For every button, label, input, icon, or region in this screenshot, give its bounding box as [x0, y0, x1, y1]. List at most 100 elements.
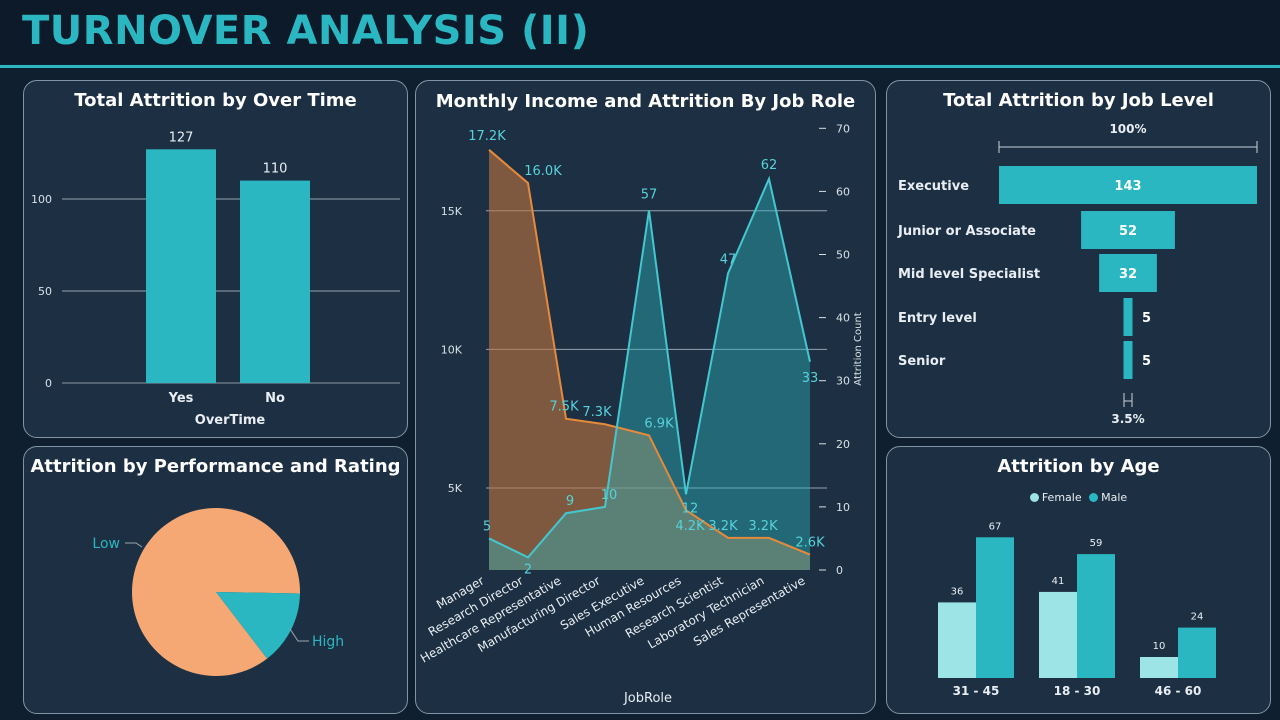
y-right-tick-label: 10	[836, 501, 850, 514]
income-data-label: 7.3K	[582, 405, 612, 420]
x-tick-label: No	[265, 391, 285, 406]
joblevel-panel: Total Attrition by Job Level 100% Executi…	[886, 80, 1271, 438]
bar-female	[938, 602, 976, 678]
funnel-value-label: 5	[1142, 311, 1151, 326]
income-data-label: 16.0K	[524, 164, 562, 179]
funnel-category-label: Mid level Specialist	[898, 267, 1040, 282]
attrition-data-label: 10	[601, 488, 618, 503]
pie-label-high: High	[312, 634, 344, 650]
income-data-label: 7.5K	[549, 400, 579, 415]
bar-value-label: 67	[989, 521, 1002, 532]
y-tick-label: 50	[38, 285, 52, 298]
page-title: TURNOVER ANALYSIS (II)	[22, 8, 590, 54]
performance-panel: Attrition by Performance and Rating Low H…	[23, 446, 408, 714]
funnel-value-label: 32	[1119, 267, 1137, 282]
overtime-panel: Total Attrition by Over Time 0 50 100 127 Ye…	[23, 80, 408, 438]
bar-yes	[146, 149, 216, 383]
bar-value-label: 10	[1153, 641, 1166, 652]
funnel-category-label: Entry level	[898, 311, 977, 326]
funnel-value-label: 52	[1119, 224, 1137, 239]
y-right-axis-title: Attrition Count	[853, 312, 864, 386]
y-right-tick-label: 40	[836, 312, 850, 325]
y-left-tick-label: 5K	[448, 482, 463, 495]
bar-value-label: 59	[1090, 538, 1103, 549]
funnel-bottom-percent: 3.5%	[1111, 412, 1144, 426]
x-tick-label: 18 - 30	[1054, 684, 1101, 698]
x-axis-title: JobRole	[623, 691, 672, 706]
income-area	[489, 149, 810, 570]
bar-female	[1140, 657, 1178, 678]
funnel-bar	[1099, 254, 1157, 292]
performance-pie-chart: Low High	[92, 508, 344, 676]
attrition-line	[488, 175, 811, 559]
income-data-label: 3.2K	[748, 519, 778, 534]
income-data-label: 2.6K	[795, 536, 825, 551]
joblevel-funnel-chart: 100% Executive 143 Junior or Associate 52 Mid…	[897, 122, 1258, 426]
attrition-data-label: 2	[524, 562, 532, 577]
attrition-area	[489, 178, 810, 570]
overtime-chart: 0 50 100 127 Yes 110 No OverTime	[31, 130, 400, 428]
income-data-label: 3.2K	[708, 519, 738, 534]
attrition-data-label: 57	[641, 187, 658, 202]
attrition-data-label: 33	[802, 371, 819, 386]
overtime-title: Total Attrition by Over Time	[74, 90, 357, 111]
funnel-value-label: 5	[1142, 354, 1151, 369]
bar-no	[240, 180, 310, 383]
bar-value-label: 36	[951, 586, 964, 597]
title-rule	[0, 65, 1280, 68]
bar-male	[1178, 627, 1216, 678]
funnel-top-percent: 100%	[1109, 122, 1146, 136]
income-data-label: 4.2K	[675, 519, 705, 534]
funnel-bar	[999, 166, 1257, 204]
y-tick-label: 0	[45, 377, 52, 390]
age-panel: Attrition by Age Female Male 36 67 31 - 45…	[886, 446, 1271, 714]
attrition-data-label: 9	[566, 494, 574, 509]
income-panel: Monthly Income and Attrition By Job Role…	[415, 80, 876, 714]
bar-male	[1077, 554, 1115, 678]
leader-line-high	[289, 628, 309, 642]
x-axis-title: OverTime	[195, 413, 266, 428]
income-line	[488, 149, 811, 556]
attrition-data-label: 12	[682, 501, 699, 516]
legend-female-swatch	[1029, 493, 1039, 502]
bar-value-label: 24	[1191, 612, 1204, 623]
x-tick-label: 46 - 60	[1155, 684, 1202, 698]
legend-male-swatch	[1089, 493, 1099, 502]
funnel-bar	[1081, 211, 1175, 249]
y-right-tick-label: 50	[836, 249, 850, 262]
age-chart: 36 67 31 - 45 41 59 18 - 30 10 24 46 - 60	[938, 521, 1216, 698]
income-data-label: 6.9K	[644, 416, 674, 431]
joblevel-title: Total Attrition by Job Level	[943, 90, 1214, 111]
y-right-tick-label: 30	[836, 375, 850, 388]
x-tick-label: 31 - 45	[953, 684, 1000, 698]
bar-value-label: 41	[1052, 576, 1065, 587]
bar-male	[976, 537, 1014, 678]
pie-label-low: Low	[92, 536, 120, 552]
funnel-bar	[1123, 341, 1133, 379]
y-left-tick-label: 10K	[441, 343, 463, 356]
age-legend: Female Male	[887, 491, 1270, 504]
y-tick-label: 100	[31, 193, 52, 206]
funnel-category-label: Senior	[898, 354, 946, 369]
y-right-tick-label: 60	[836, 185, 850, 198]
pie-slice-high	[216, 592, 300, 659]
income-title: Monthly Income and Attrition By Job Role	[435, 91, 856, 112]
funnel-category-label: Junior or Associate	[897, 224, 1036, 239]
income-data-label: 17.2K	[468, 129, 506, 144]
attrition-data-label: 5	[483, 519, 491, 534]
bar-female	[1039, 591, 1077, 678]
funnel-value-label: 143	[1114, 179, 1141, 194]
header	[0, 0, 1280, 64]
attrition-data-label: 62	[761, 158, 778, 173]
y-right-tick-label: 70	[836, 122, 850, 135]
legend-male-label: Male	[1101, 491, 1128, 504]
y-left-tick-label: 15K	[441, 205, 463, 218]
x-tick-label: Yes	[168, 391, 194, 406]
bar-value-label: 127	[169, 130, 194, 145]
y-right-tick-label: 0	[836, 564, 843, 577]
funnel-bar	[1123, 298, 1133, 336]
age-title: Attrition by Age	[997, 456, 1160, 477]
performance-title: Attrition by Performance and Rating	[30, 456, 401, 477]
attrition-data-label: 47	[720, 252, 737, 267]
leader-line-low	[125, 542, 143, 548]
